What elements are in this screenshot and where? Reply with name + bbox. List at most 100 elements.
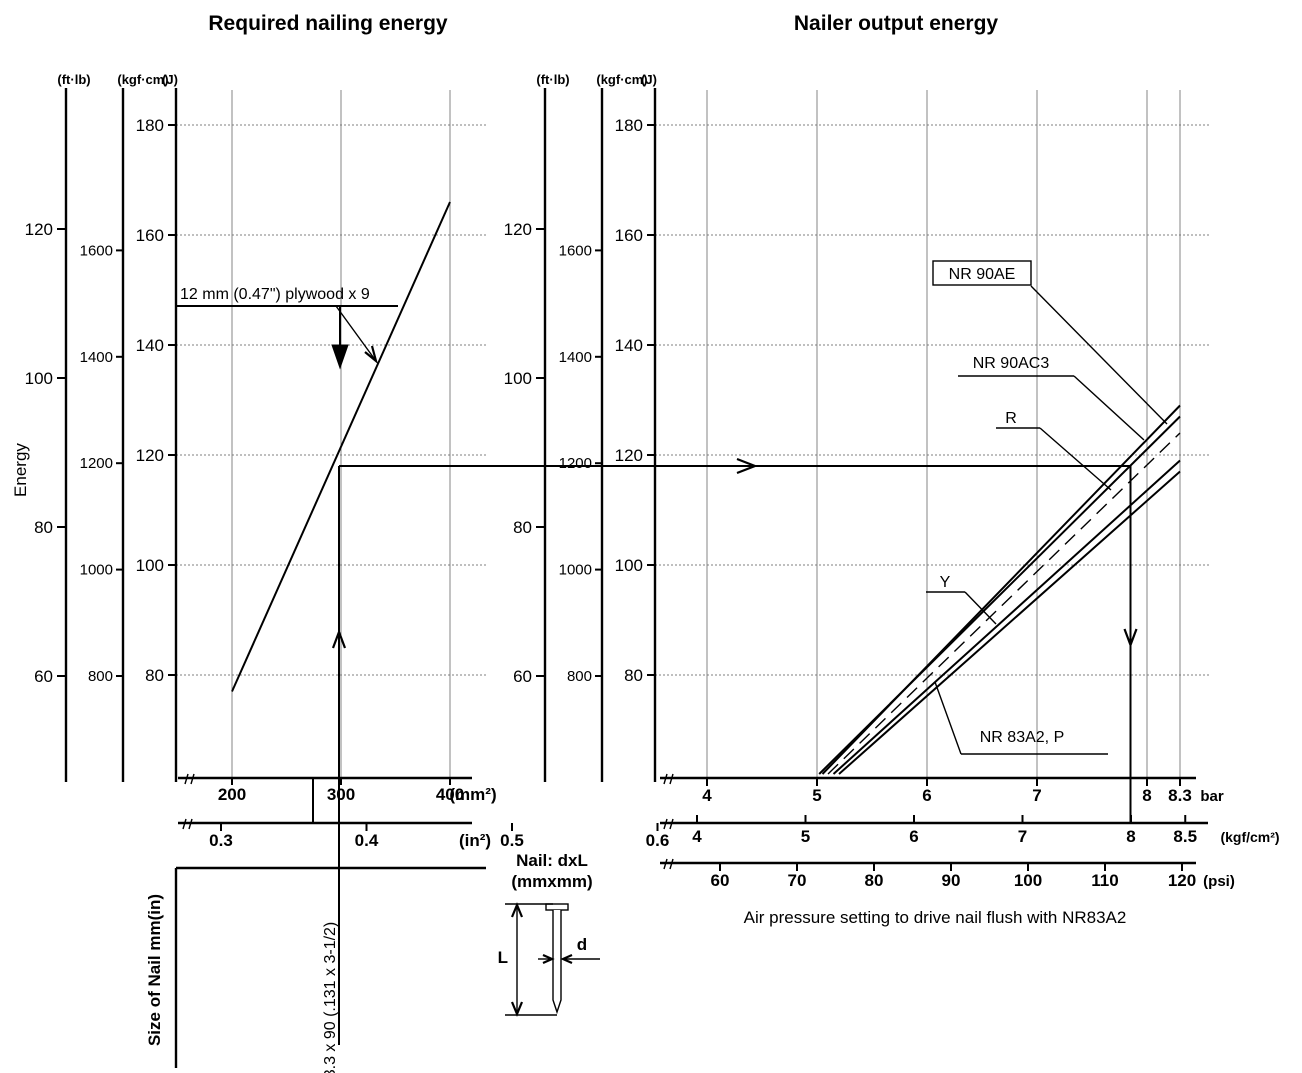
left-unit-ftlb: (ft·lb)	[57, 72, 90, 87]
left-kg-label-1000: 1000	[80, 562, 113, 579]
right-kg-label-1000: 1000	[559, 562, 592, 579]
right-j-label-80: 80	[624, 666, 643, 685]
right-bar-label-0: 4	[702, 786, 712, 805]
right-j-label-140: 140	[615, 336, 643, 355]
left-mm2-break-mark	[184, 773, 195, 785]
right-kgf-label-0: 4	[692, 827, 702, 846]
series-layer	[176, 201, 1181, 1045]
left-in2-label-3: 0.6	[646, 831, 670, 850]
nail-d-left-head	[542, 953, 555, 965]
leader-nr90ae	[1030, 285, 1168, 425]
left-series-label: 12 mm (0.47") plywood x 9	[180, 286, 370, 303]
nail-L-bottom-arrow	[510, 1001, 524, 1017]
leader-nr90ac3	[1073, 375, 1145, 441]
nail-d-label: d	[577, 935, 587, 954]
right-kg-label-1400: 1400	[559, 349, 592, 366]
left-mm2-label-2: 400	[436, 785, 464, 804]
right-kgf-label-1: 5	[801, 827, 810, 846]
left-j-label-80: 80	[145, 666, 164, 685]
nail-L-label: L	[498, 948, 508, 967]
right-series-line-4	[838, 470, 1181, 775]
left-down-arrow-head	[331, 344, 349, 370]
right-kg-label-1200: 1200	[559, 455, 592, 472]
left-kg-label-1600: 1600	[80, 242, 113, 259]
right-kg-label-1600: 1600	[559, 242, 592, 259]
right-series-label-box	[932, 260, 1032, 286]
left-in2-break-mark	[182, 818, 193, 830]
grid-layer	[176, 90, 1210, 778]
nail-size-axis-label: Size of Nail mm(in)	[145, 894, 164, 1046]
right-psi-label-0: 60	[711, 871, 730, 890]
right-j-label-100: 100	[615, 556, 643, 575]
right-ft-label-120: 120	[504, 220, 532, 239]
left-chart-title: Required nailing energy	[208, 12, 448, 35]
left-mm2-unit: (mm²)	[449, 785, 496, 804]
left-ft-label-80: 80	[34, 518, 53, 537]
right-j-label-160: 160	[615, 226, 643, 245]
right-bar-unit: bar	[1200, 788, 1224, 805]
right-psi-label-6: 120	[1168, 871, 1196, 890]
left-kg-label-1200: 1200	[80, 455, 113, 472]
left-unit-kgfcm: (kgf·cm)	[117, 72, 168, 87]
right-psi-label-5: 110	[1091, 871, 1118, 890]
energy-axis-label: Energy	[11, 443, 30, 497]
right-series-label-nr90ae: NR 90AE	[949, 266, 1016, 283]
right-bar-label-1: 5	[812, 786, 821, 805]
left-label-leader-head	[364, 345, 378, 365]
right-ft-label-100: 100	[504, 369, 532, 388]
right-bar-label-3: 7	[1032, 786, 1041, 805]
right-psi-label-4: 100	[1014, 871, 1042, 890]
right-psi-unit: (psi)	[1203, 873, 1235, 890]
right-bar-label-5: 8.3	[1168, 786, 1192, 805]
nail-diagram-title: Nail: dxL	[516, 851, 588, 870]
right-psi-label-2: 80	[865, 871, 884, 890]
nail-head	[545, 903, 569, 911]
left-j-label-160: 160	[136, 226, 164, 245]
right-j-label-180: 180	[615, 116, 643, 135]
left-mm2-label-1: 300	[327, 785, 355, 804]
right-series-label-nr90ac3: NR 90AC3	[973, 355, 1050, 372]
right-kgf-label-4: 8	[1126, 827, 1135, 846]
right-series-line-1	[818, 415, 1181, 775]
right-series-label-y: Y	[940, 574, 951, 591]
right-kgf-label-5: 8.5	[1173, 827, 1197, 846]
axis-layer	[57, 88, 1208, 1068]
right-psi-break-mark	[663, 858, 674, 870]
example-down-arrow	[1123, 628, 1138, 649]
left-in2-label-2: 0.5	[500, 831, 524, 850]
nail-size-value: 3.3 x 90 (.131 x 3-1/2)	[322, 922, 339, 1073]
left-kg-label-1400: 1400	[80, 349, 113, 366]
left-in2-label-0: 0.3	[209, 831, 233, 850]
left-j-label-100: 100	[136, 556, 164, 575]
leader-nr83a2p	[934, 681, 962, 755]
right-ft-label-60: 60	[513, 667, 532, 686]
right-series-line-2	[827, 432, 1181, 775]
right-bar-label-2: 6	[922, 786, 931, 805]
right-kgf-break-mark	[663, 818, 674, 830]
left-mm2-label-0: 200	[218, 785, 246, 804]
right-ft-label-80: 80	[513, 518, 532, 537]
left-in2-label-1: 0.4	[355, 831, 379, 850]
right-series-line-3	[832, 459, 1181, 775]
right-unit-ftlb: (ft·lb)	[536, 72, 569, 87]
leader-y	[964, 591, 997, 625]
left-unit-j: (J)	[162, 72, 178, 87]
right-chart-title: Nailer output energy	[794, 12, 999, 35]
right-kg-label-800: 800	[567, 668, 592, 685]
right-bar-label-4: 8	[1142, 786, 1151, 805]
left-j-label-180: 180	[136, 116, 164, 135]
left-ft-label-100: 100	[25, 369, 53, 388]
right-kgf-label-2: 6	[909, 827, 918, 846]
right-psi-label-1: 70	[788, 871, 807, 890]
left-in2-unit: (in²)	[459, 831, 491, 850]
right-j-label-120: 120	[615, 446, 643, 465]
nail-d-right-head	[560, 953, 573, 965]
leader-r	[1039, 427, 1112, 491]
left-ft-label-120: 120	[25, 220, 53, 239]
right-series-label-nr83a2p: NR 83A2, P	[980, 729, 1064, 746]
right-kgf-unit: (kgf/cm²)	[1220, 829, 1279, 845]
right-kgf-label-3: 7	[1018, 827, 1027, 846]
text-layer: Required nailing energy Nailer output ene…	[11, 12, 1280, 1073]
left-series-plywood-line	[231, 201, 451, 692]
